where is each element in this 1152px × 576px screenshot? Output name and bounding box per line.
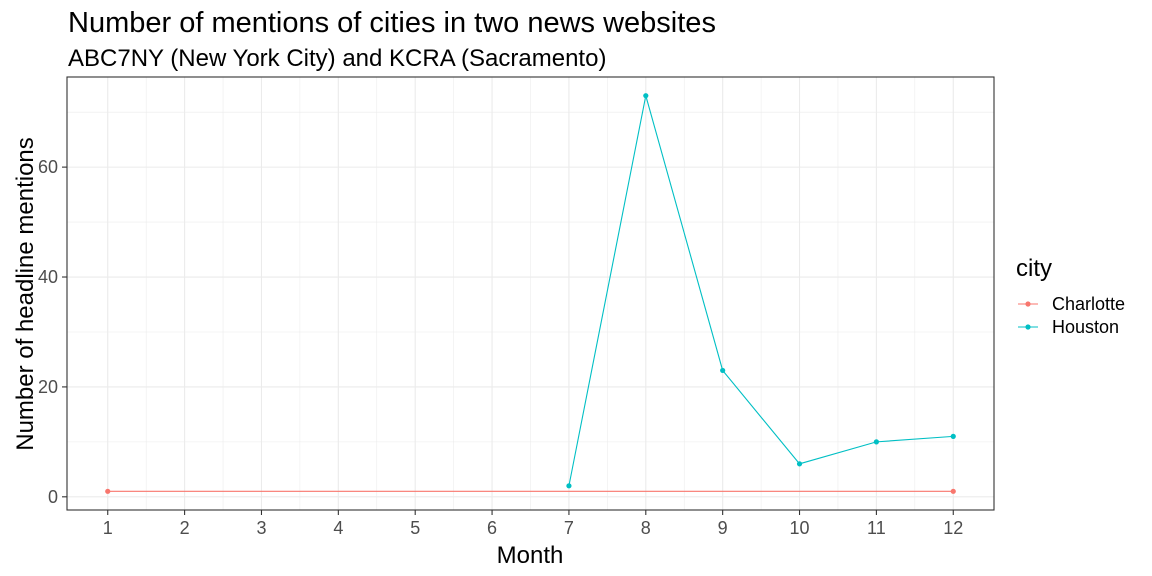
data-point — [566, 483, 572, 489]
x-tick-label: 1 — [103, 518, 113, 538]
y-axis-title: Number of headline mentions — [12, 137, 39, 451]
legend-items: Charlotte Houston — [1018, 294, 1125, 337]
data-point — [720, 367, 726, 374]
x-tick-label: 4 — [333, 518, 343, 538]
grid-minor — [67, 77, 994, 510]
x-tick-label: 9 — [718, 518, 728, 538]
legend-title: city — [1016, 255, 1052, 282]
x-tick-label: 10 — [790, 518, 810, 538]
legend-key-point — [1025, 324, 1031, 330]
x-axis-title: Month — [497, 542, 564, 569]
x-tick-label: 5 — [410, 518, 420, 538]
chart-subtitle: ABC7NY (New York City) and KCRA (Sacrame… — [68, 45, 606, 72]
x-tick-label: 12 — [943, 518, 963, 538]
legend-item-houston: Houston — [1018, 317, 1119, 337]
data-point — [950, 488, 956, 494]
x-tick-label: 7 — [564, 518, 574, 538]
x-tick-label: 8 — [641, 518, 651, 538]
plot-panel — [66, 76, 995, 511]
legend-key-point — [1025, 301, 1031, 307]
series-layer — [105, 93, 956, 494]
x-tick-label: 6 — [487, 518, 497, 538]
data-point — [873, 439, 879, 445]
x-axis: 1 2 3 4 5 6 7 8 9 10 11 12 — [103, 510, 963, 538]
data-point — [796, 461, 803, 467]
legend-item-charlotte: Charlotte — [1018, 294, 1125, 314]
plot-border — [66, 76, 995, 511]
x-tick-label: 3 — [256, 518, 266, 538]
chart-title: Number of mentions of cities in two news… — [68, 7, 716, 39]
grid-major — [67, 77, 994, 510]
y-tick-label: 20 — [38, 377, 58, 397]
legend-label: Houston — [1052, 317, 1119, 337]
y-tick-label: 60 — [38, 157, 58, 177]
x-tick-label: 11 — [867, 518, 886, 538]
legend: city Charlotte Houston — [1016, 255, 1125, 337]
data-point — [950, 433, 956, 439]
legend-label: Charlotte — [1052, 294, 1125, 314]
series-line — [568, 95, 954, 486]
y-tick-label: 40 — [38, 267, 58, 287]
series-houston — [566, 93, 956, 489]
y-tick-label: 0 — [48, 487, 58, 507]
series-charlotte — [105, 488, 956, 494]
data-point — [105, 488, 111, 494]
data-point — [643, 93, 649, 99]
x-tick-label: 2 — [180, 518, 190, 538]
y-axis: 0 20 40 60 — [38, 157, 67, 507]
